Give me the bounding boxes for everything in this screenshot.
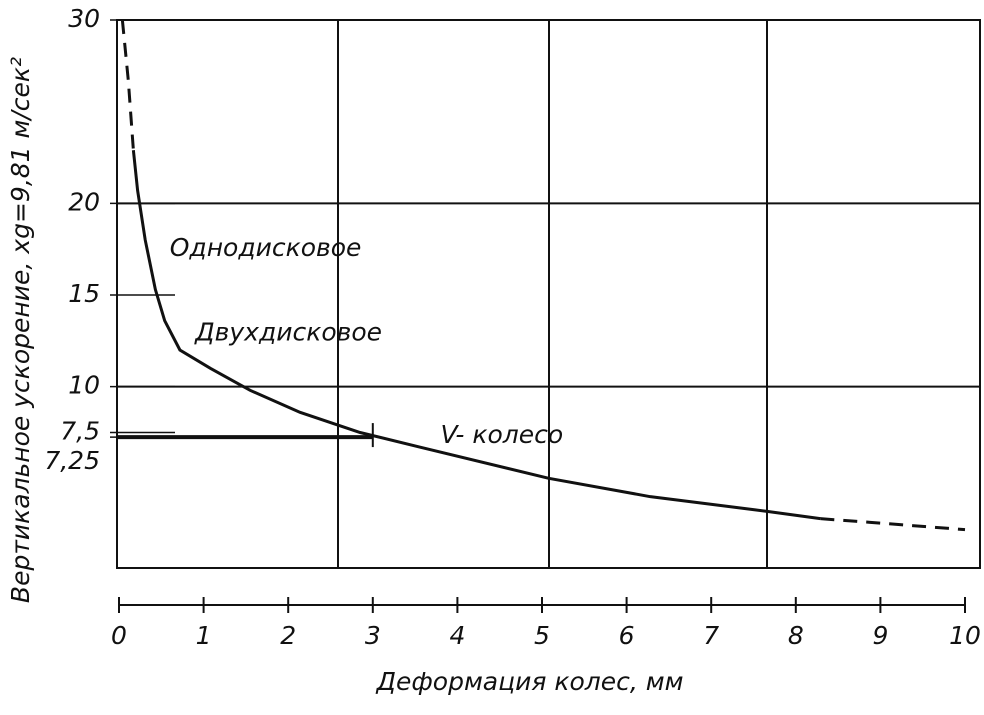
y-tick-label: 30 [68, 4, 100, 33]
annotation: Однодисковое [170, 233, 362, 262]
annotation: V- колесо [440, 420, 563, 449]
curve [131, 150, 821, 521]
x-tick-label: 5 [534, 621, 550, 650]
x-tick-label: 6 [619, 621, 635, 650]
y-tick-label: 15 [68, 279, 100, 308]
x-tick-label: 0 [111, 621, 127, 650]
x-tick-label: 3 [365, 621, 381, 650]
x-tick-label: 2 [280, 621, 296, 650]
x-tick-label: 10 [949, 621, 981, 650]
curve [820, 517, 966, 532]
y-tick-label: 10 [68, 371, 100, 400]
x-tick-label: 8 [788, 621, 804, 650]
y-tick-label: 7,5 [60, 417, 100, 446]
y-axis-label: Вертикальное ускорение, xg=9,81 м/сек² [6, 57, 35, 603]
y-tick-label: 20 [68, 187, 100, 216]
annotation: Двухдисковое [194, 318, 382, 347]
curve [120, 19, 135, 151]
x-axis-label: Деформация колес, мм [376, 667, 684, 696]
x-tick-label: 7 [703, 621, 719, 650]
x-tick-label: 9 [872, 621, 888, 650]
x-tick-label: 4 [449, 621, 465, 650]
x-tick-label: 1 [196, 621, 212, 650]
y-tick-label: 7,25 [44, 446, 100, 475]
